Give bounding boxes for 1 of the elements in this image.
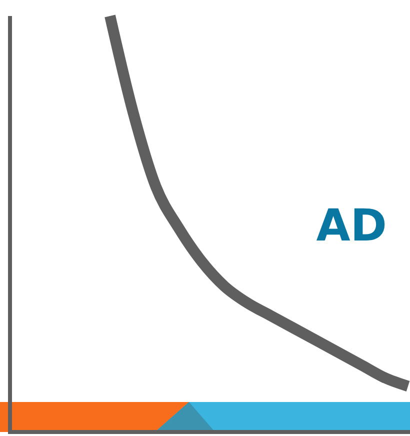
series-label: AD	[316, 200, 387, 252]
